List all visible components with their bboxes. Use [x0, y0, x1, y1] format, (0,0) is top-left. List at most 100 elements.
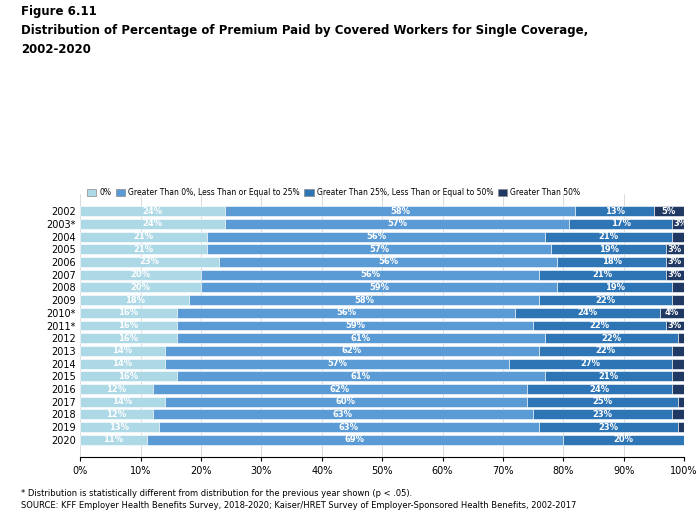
Bar — [545, 333, 678, 343]
Bar — [80, 257, 219, 267]
Bar — [570, 219, 672, 229]
Text: 3%: 3% — [668, 270, 682, 279]
Text: 22%: 22% — [595, 346, 616, 355]
Text: 24%: 24% — [577, 308, 597, 317]
Bar — [201, 282, 557, 292]
Bar — [80, 346, 165, 356]
Text: 12%: 12% — [106, 384, 126, 394]
Text: 21%: 21% — [133, 232, 154, 241]
Bar — [527, 397, 678, 407]
Bar — [672, 282, 684, 292]
Text: 13%: 13% — [604, 207, 625, 216]
Text: 14%: 14% — [112, 346, 133, 355]
Text: 22%: 22% — [589, 321, 609, 330]
Bar — [672, 371, 684, 381]
Bar — [672, 359, 684, 369]
Bar — [539, 295, 672, 305]
Bar — [80, 244, 207, 254]
Bar — [80, 232, 207, 242]
Bar — [201, 270, 539, 280]
Text: 2002-2020: 2002-2020 — [21, 43, 91, 56]
Text: 69%: 69% — [345, 435, 365, 444]
Text: 62%: 62% — [330, 384, 350, 394]
Text: 24%: 24% — [142, 219, 163, 228]
Text: 11%: 11% — [103, 435, 124, 444]
Text: 58%: 58% — [390, 207, 410, 216]
Bar — [666, 270, 684, 280]
Bar — [672, 295, 684, 305]
Text: 63%: 63% — [339, 423, 359, 432]
Bar — [207, 244, 551, 254]
Bar — [672, 232, 684, 242]
Text: SOURCE: KFF Employer Health Benefits Survey, 2018-2020; Kaiser/HRET Survey of Em: SOURCE: KFF Employer Health Benefits Sur… — [21, 501, 577, 510]
Bar — [80, 321, 177, 330]
Bar — [678, 422, 684, 432]
Bar — [219, 257, 557, 267]
Bar — [80, 206, 225, 216]
Bar — [165, 359, 509, 369]
Text: 23%: 23% — [140, 257, 160, 267]
Bar — [153, 410, 533, 419]
Bar — [80, 282, 201, 292]
Text: 61%: 61% — [351, 372, 371, 381]
Text: 22%: 22% — [602, 334, 622, 343]
Bar — [80, 359, 165, 369]
Text: 21%: 21% — [598, 372, 618, 381]
Bar — [533, 410, 672, 419]
Text: 14%: 14% — [112, 359, 133, 368]
Text: * Distribution is statistically different from distribution for the previous yea: * Distribution is statistically differen… — [21, 489, 413, 498]
Bar — [80, 219, 225, 229]
Bar — [539, 422, 678, 432]
Text: 62%: 62% — [342, 346, 362, 355]
Text: 3%: 3% — [668, 245, 682, 254]
Text: Distribution of Percentage of Premium Paid by Covered Workers for Single Coverag: Distribution of Percentage of Premium Pa… — [21, 24, 588, 37]
Text: 3%: 3% — [668, 257, 682, 267]
Bar — [165, 397, 527, 407]
Bar — [545, 232, 672, 242]
Bar — [177, 308, 515, 318]
Bar — [551, 244, 666, 254]
Text: 3%: 3% — [674, 219, 688, 228]
Bar — [539, 270, 666, 280]
Bar — [80, 410, 153, 419]
Bar — [158, 422, 539, 432]
Bar — [672, 346, 684, 356]
Text: 59%: 59% — [345, 321, 365, 330]
Bar — [153, 384, 527, 394]
Text: 16%: 16% — [119, 308, 139, 317]
Bar — [509, 359, 672, 369]
Bar — [557, 282, 672, 292]
Text: 21%: 21% — [133, 245, 154, 254]
Text: 16%: 16% — [119, 321, 139, 330]
Bar — [80, 422, 158, 432]
Text: 20%: 20% — [614, 435, 634, 444]
Text: 57%: 57% — [369, 245, 389, 254]
Text: 59%: 59% — [369, 283, 389, 292]
Text: 24%: 24% — [589, 384, 609, 394]
Text: 23%: 23% — [593, 410, 613, 419]
Bar — [207, 232, 545, 242]
Legend: 0%, Greater Than 0%, Less Than or Equal to 25%, Greater Than 25%, Less Than or E: 0%, Greater Than 0%, Less Than or Equal … — [84, 185, 583, 200]
Text: 16%: 16% — [119, 372, 139, 381]
Bar — [80, 397, 165, 407]
Bar — [666, 257, 684, 267]
Bar — [575, 206, 654, 216]
Text: 21%: 21% — [593, 270, 613, 279]
Bar — [533, 321, 666, 330]
Text: 19%: 19% — [604, 283, 625, 292]
Text: 56%: 56% — [336, 308, 356, 317]
Text: 19%: 19% — [599, 245, 618, 254]
Bar — [225, 219, 570, 229]
Text: 63%: 63% — [333, 410, 353, 419]
Text: 60%: 60% — [336, 397, 356, 406]
Text: 27%: 27% — [581, 359, 600, 368]
Text: 61%: 61% — [351, 334, 371, 343]
Bar — [563, 435, 684, 445]
Bar — [666, 244, 684, 254]
Bar — [672, 219, 690, 229]
Text: 16%: 16% — [119, 334, 139, 343]
Text: 14%: 14% — [112, 397, 133, 406]
Bar — [80, 384, 153, 394]
Text: 18%: 18% — [125, 296, 144, 304]
Text: 22%: 22% — [595, 296, 616, 304]
